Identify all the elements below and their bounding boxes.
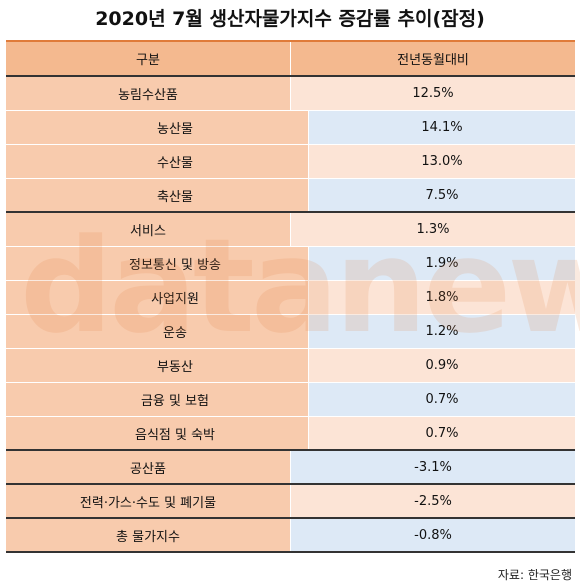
row-label: 전력·가스·수도 및 폐기물 xyxy=(6,485,290,517)
row-value: 0.9% xyxy=(308,349,575,382)
row-label: 부동산 xyxy=(6,349,308,382)
row-label: 음식점 및 숙박 xyxy=(6,417,308,449)
table-row: 음식점 및 숙박 0.7% xyxy=(6,417,575,451)
row-value: 1.8% xyxy=(308,281,575,314)
table-row: 전력·가스·수도 및 폐기물 -2.5% xyxy=(6,485,575,519)
row-value: 1.3% xyxy=(290,213,575,246)
row-label: 서비스 xyxy=(6,213,290,246)
row-value: 1.2% xyxy=(308,315,575,348)
table: 구분 전년동월대비 농림수산품 12.5% 농산물 14.1% 수산물 13.0% 축산물 7.5… xyxy=(6,40,575,553)
row-label: 사업지원 xyxy=(6,281,308,314)
row-label: 정보통신 및 방송 xyxy=(6,247,308,280)
table-row: 사업지원 1.8% xyxy=(6,281,575,315)
row-value: -0.8% xyxy=(290,519,575,551)
table-row: 공산품 -3.1% xyxy=(6,451,575,485)
source: 자료: 한국은행 xyxy=(497,568,572,582)
row-value: -2.5% xyxy=(290,485,575,517)
row-value: 14.1% xyxy=(308,111,575,144)
table-row: 축산물 7.5% xyxy=(6,179,575,213)
row-label: 금융 및 보험 xyxy=(6,383,308,416)
table-row: 총 물가지수 -0.8% xyxy=(6,519,575,553)
row-label: 수산물 xyxy=(6,145,308,178)
table-row: 농산물 14.1% xyxy=(6,111,575,145)
table-row: 부동산 0.9% xyxy=(6,349,575,383)
row-value: 0.7% xyxy=(308,417,575,449)
table-row: 농림수산품 12.5% xyxy=(6,77,575,111)
row-label: 공산품 xyxy=(6,451,290,483)
row-label: 농산물 xyxy=(6,111,308,144)
row-value: 0.7% xyxy=(308,383,575,416)
row-value: 1.9% xyxy=(308,247,575,280)
column-header: 전년동월대비 xyxy=(290,42,575,75)
row-label: 축산물 xyxy=(6,179,308,211)
table-row: 운송 1.2% xyxy=(6,315,575,349)
table-row: 정보통신 및 방송 1.9% xyxy=(6,247,575,281)
row-value: 7.5% xyxy=(308,179,575,211)
row-value: 13.0% xyxy=(308,145,575,178)
row-value: 12.5% xyxy=(290,77,575,110)
row-label: 농림수산품 xyxy=(6,77,290,110)
row-value: -3.1% xyxy=(290,451,575,483)
header-row: 구분 전년동월대비 xyxy=(6,42,575,77)
row-label: 운송 xyxy=(6,315,308,348)
title: 2020년 7월 생산자물가지수 증감률 추이(잠정) xyxy=(95,8,485,30)
table-row: 금융 및 보험 0.7% xyxy=(6,383,575,417)
table-row: 서비스 1.3% xyxy=(6,213,575,247)
row-label: 총 물가지수 xyxy=(6,519,290,551)
column-header: 구분 xyxy=(136,53,160,68)
table-row: 수산물 13.0% xyxy=(6,145,575,179)
